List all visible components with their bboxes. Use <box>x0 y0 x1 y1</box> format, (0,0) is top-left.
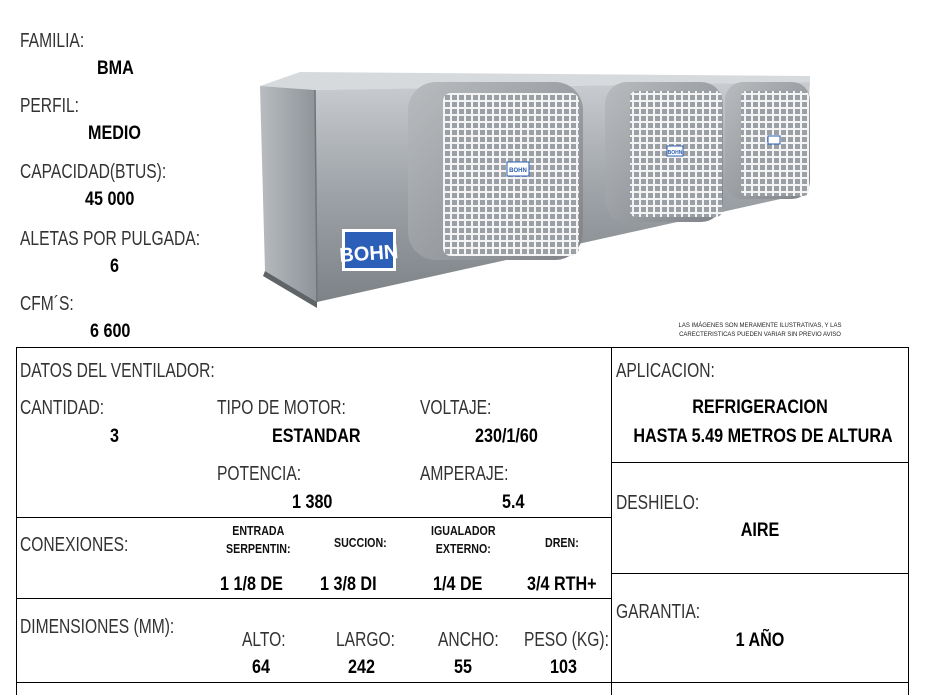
voltaje-label: VOLTAJE: <box>420 397 492 419</box>
cfm-value: 6 600 <box>90 321 131 342</box>
largo-value: 242 <box>348 657 375 678</box>
capacidad-value: 45 000 <box>85 189 135 210</box>
entrada-label: ENTRADA SERPENTIN: <box>226 522 291 558</box>
fan-2-brand: BOHN <box>668 150 683 156</box>
entrada-label-2: SERPENTIN: <box>226 541 291 556</box>
fan-2: BOHN <box>605 82 723 222</box>
cantidad-label: CANTIDAD: <box>20 397 105 419</box>
garantia-label: GARANTIA: <box>616 601 701 623</box>
igualador-label-2: EXTERNO: <box>435 541 491 556</box>
disclaimer-line-2: CARECTERISTICAS PUEDEN VARIAR SIN PREVIO… <box>679 332 841 338</box>
deshielo-value: AIRE <box>740 520 780 541</box>
deshielo-label: DESHIELO: <box>616 492 700 514</box>
igualador-value: 1/4 DE <box>433 574 483 595</box>
cantidad-value: 3 <box>110 426 119 447</box>
aletas-label: ALETAS POR PULGADA: <box>20 228 201 250</box>
row-divider-bottom <box>16 682 909 683</box>
potencia-value: 1 380 <box>292 492 333 513</box>
motor-label: TIPO DE MOTOR: <box>217 397 346 419</box>
entrada-label-1: ENTRADA <box>232 523 285 538</box>
disclaimer: LAS IMÁGENES SON MERAMENTE ILUSTRATIVAS,… <box>640 322 880 340</box>
familia-label: FAMILIA: <box>20 30 85 52</box>
right-divider-1 <box>611 462 909 463</box>
succion-label: SUCCION: <box>334 535 387 550</box>
aletas-value: 6 <box>110 256 119 277</box>
fan-1-brand: BOHN <box>509 168 527 174</box>
alto-label: ALTO: <box>242 629 286 651</box>
igualador-label-1: IGUALADOR <box>431 523 496 538</box>
disclaimer-line-1: LAS IMÁGENES SON MERAMENTE ILUSTRATIVAS,… <box>678 323 842 329</box>
familia-value: BMA <box>97 58 134 79</box>
table-border-left <box>16 347 17 695</box>
largo-label: LARGO: <box>336 629 395 651</box>
peso-value: 103 <box>550 657 577 678</box>
capacidad-label: CAPACIDAD(BTUS): <box>20 161 167 183</box>
dren-value: 3/4 RTH+ <box>527 574 597 595</box>
brand-logo: BOHN <box>339 241 399 267</box>
garantia-value: 1 AÑO <box>735 630 785 651</box>
amperaje-label: AMPERAJE: <box>420 463 509 485</box>
fan-1: BOHN <box>408 82 583 260</box>
aplicacion-value-2: HASTA 5.49 METROS DE ALTURA <box>633 426 893 447</box>
perfil-label: PERFIL: <box>20 95 79 117</box>
perfil-value: MEDIO <box>88 123 141 144</box>
peso-label: PESO (KG): <box>524 629 609 651</box>
alto-value: 64 <box>252 657 270 678</box>
aplicacion-value-1: REFRIGERACION <box>692 397 828 418</box>
right-divider-2 <box>611 573 909 574</box>
cfm-label: CFM´S: <box>20 293 74 315</box>
row-divider-2 <box>16 598 612 599</box>
fan-3 <box>725 82 810 199</box>
product-image: BOHN BOHN BOHN <box>260 72 810 308</box>
igualador-label: IGUALADOR EXTERNO: <box>431 522 496 558</box>
voltaje-value: 230/1/60 <box>475 426 538 447</box>
ancho-label: ANCHO: <box>438 629 499 651</box>
table-border-right <box>908 347 909 695</box>
entrada-value: 1 1/8 DE <box>220 574 283 595</box>
dimensiones-label: DIMENSIONES (MM): <box>20 616 175 638</box>
amperaje-value: 5.4 <box>502 492 525 513</box>
table-divider-vertical <box>611 347 612 695</box>
potencia-label: POTENCIA: <box>217 463 302 485</box>
row-divider-1 <box>16 517 612 518</box>
ventilador-title: DATOS DEL VENTILADOR: <box>20 360 215 382</box>
motor-value: ESTANDAR <box>272 426 361 447</box>
table-border-top <box>16 347 909 348</box>
aplicacion-label: APLICACION: <box>616 360 715 382</box>
ancho-value: 55 <box>454 657 472 678</box>
dren-label: DREN: <box>545 535 579 550</box>
succion-value: 1 3/8 DI <box>320 574 377 595</box>
conexiones-label: CONEXIONES: <box>20 534 129 556</box>
